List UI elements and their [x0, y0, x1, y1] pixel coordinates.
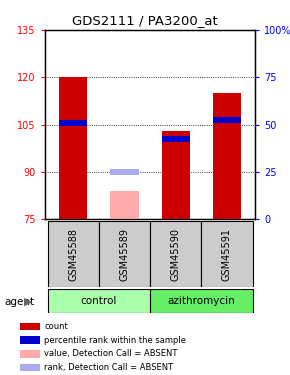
Bar	[201, 221, 253, 287]
Text: GDS2111 / PA3200_at: GDS2111 / PA3200_at	[72, 14, 218, 27]
Text: GSM45591: GSM45591	[222, 228, 232, 280]
Bar	[48, 221, 99, 287]
Bar	[162, 136, 190, 142]
Bar	[20, 336, 40, 344]
Text: ▶: ▶	[24, 297, 33, 307]
Bar	[213, 117, 241, 123]
Text: count: count	[44, 322, 68, 331]
Bar	[20, 323, 40, 330]
Text: value, Detection Call = ABSENT: value, Detection Call = ABSENT	[44, 350, 177, 358]
Text: percentile rank within the sample: percentile rank within the sample	[44, 336, 186, 345]
Bar	[162, 131, 190, 219]
Bar	[99, 221, 150, 287]
Bar	[213, 93, 241, 219]
Text: GSM45589: GSM45589	[119, 228, 129, 280]
Bar	[48, 289, 150, 313]
Bar	[20, 364, 40, 371]
Bar	[59, 77, 87, 219]
Bar	[110, 169, 139, 175]
Bar	[110, 191, 139, 219]
Bar	[59, 120, 87, 126]
Bar	[150, 221, 201, 287]
Text: GSM45590: GSM45590	[171, 228, 181, 280]
Text: agent: agent	[4, 297, 35, 307]
Text: control: control	[81, 296, 117, 306]
Text: azithromycin: azithromycin	[168, 296, 235, 306]
Text: rank, Detection Call = ABSENT: rank, Detection Call = ABSENT	[44, 363, 173, 372]
Bar	[150, 289, 253, 313]
Text: GSM45588: GSM45588	[68, 228, 78, 280]
Bar	[20, 350, 40, 358]
